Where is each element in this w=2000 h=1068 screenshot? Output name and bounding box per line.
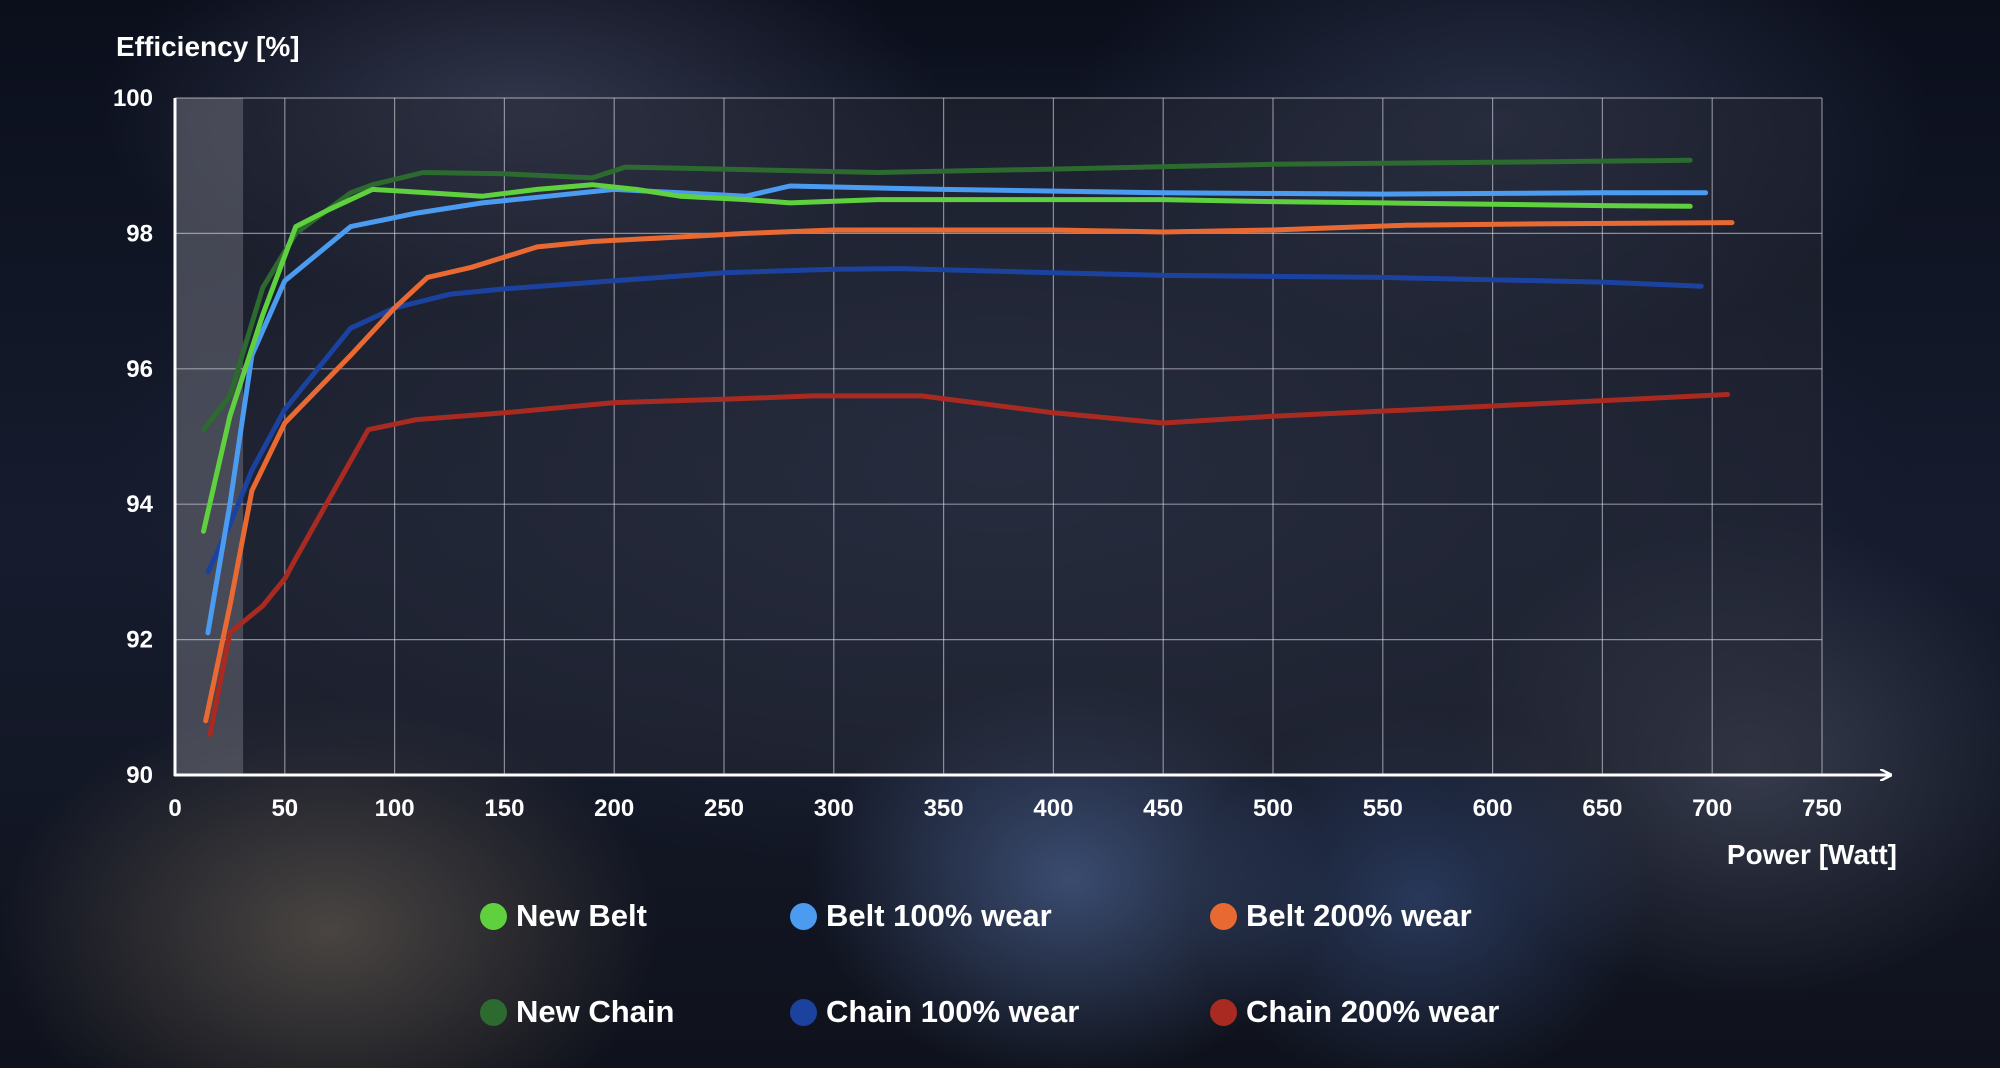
x-axis-label: Power [Watt]	[1727, 839, 1897, 870]
legend: New Belt Belt 100% wear Belt 200% wear N…	[480, 893, 1680, 1035]
x-tick-label-300: 300	[814, 795, 854, 822]
legend-item-chain-200-wear: Chain 200% wear	[1210, 989, 1590, 1035]
y-tick-label-94: 94	[126, 491, 153, 518]
y-tick-label-92: 92	[126, 627, 153, 654]
x-tick-label-150: 150	[484, 795, 524, 822]
legend-item-belt-200-wear: Belt 200% wear	[1210, 893, 1590, 939]
legend-label-belt-100-wear: Belt 100% wear	[826, 898, 1052, 933]
x-tick-label-600: 600	[1473, 795, 1513, 822]
axes	[173, 98, 1890, 776]
legend-label-new-chain: New Chain	[516, 994, 675, 1029]
y-tick-label-90: 90	[126, 762, 153, 789]
x-tick-label-750: 750	[1802, 795, 1842, 822]
y-axis-label: Efficiency [%]	[116, 31, 300, 62]
x-tick-label-550: 550	[1363, 795, 1403, 822]
legend-item-new-chain: New Chain	[480, 989, 790, 1035]
x-tick-label-500: 500	[1253, 795, 1293, 822]
series-line-new-belt	[201, 182, 1693, 534]
x-tick-label-450: 450	[1143, 795, 1183, 822]
x-tick-label-700: 700	[1692, 795, 1732, 822]
legend-item-belt-100-wear: Belt 100% wear	[790, 893, 1210, 939]
legend-dot-new-chain	[480, 998, 507, 1026]
x-tick-label-100: 100	[375, 795, 415, 822]
series-line-new-chain	[201, 157, 1693, 433]
legend-label-belt-200-wear: Belt 200% wear	[1246, 898, 1472, 933]
legend-dot-chain-100-wear	[790, 998, 817, 1026]
legend-item-new-belt: New Belt	[480, 893, 790, 939]
legend-dot-belt-200-wear	[1210, 902, 1237, 930]
legend-dot-belt-100-wear	[790, 902, 817, 930]
x-tick-label-0: 0	[168, 795, 181, 822]
y-tick-label-96: 96	[126, 356, 153, 383]
x-tick-label-350: 350	[924, 795, 964, 822]
x-tick-label-250: 250	[704, 795, 744, 822]
grid-lines	[175, 97, 1823, 775]
x-tick-label-400: 400	[1033, 795, 1073, 822]
series-line-chain-100-wear	[205, 266, 1704, 575]
legend-label-chain-100-wear: Chain 100% wear	[826, 994, 1080, 1029]
low-power-shaded-region	[175, 98, 244, 775]
series-line-chain-200-wear	[207, 392, 1731, 737]
legend-item-chain-100-wear: Chain 100% wear	[790, 989, 1210, 1035]
x-tick-label-50: 50	[271, 795, 298, 822]
y-tick-label-100: 100	[113, 85, 153, 112]
y-tick-label-98: 98	[126, 220, 153, 247]
x-tick-label-650: 650	[1582, 795, 1622, 822]
x-tick-label-200: 200	[594, 795, 634, 822]
legend-dot-chain-200-wear	[1210, 998, 1237, 1026]
series-lines	[201, 157, 1735, 737]
plot-area-background	[175, 98, 1822, 775]
series-line-belt-200-wear	[203, 220, 1735, 724]
legend-dot-new-belt	[480, 902, 507, 930]
legend-label-chain-200-wear: Chain 200% wear	[1246, 994, 1500, 1029]
tick-labels: 90 92 94 96 98 100 0 50 100 150 200 250 300 350 400 450…	[113, 85, 1842, 822]
legend-label-new-belt: New Belt	[516, 898, 647, 933]
